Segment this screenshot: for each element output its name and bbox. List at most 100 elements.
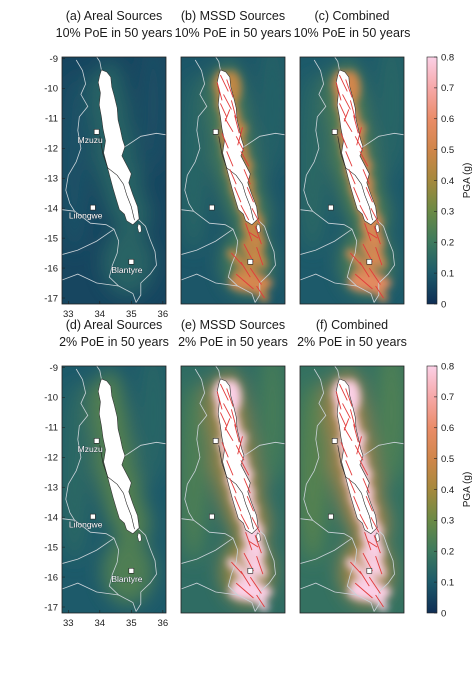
lat-tick-label: -17 bbox=[44, 602, 58, 613]
lake-malawi bbox=[97, 69, 140, 226]
lon-tick-label: 35 bbox=[126, 618, 137, 629]
country-border bbox=[181, 582, 238, 596]
fault-trace bbox=[226, 151, 234, 167]
colorbar-label: PGA (g) bbox=[462, 163, 473, 199]
fault-trace bbox=[342, 403, 351, 419]
panel-title: (d) Areal Sources bbox=[66, 318, 163, 332]
colorbar-tick-label: 0.3 bbox=[441, 207, 454, 218]
region-boundary bbox=[99, 136, 135, 221]
lake-malawi bbox=[216, 69, 259, 226]
city-marker-lilongwe bbox=[90, 204, 96, 211]
fault-trace bbox=[364, 532, 372, 551]
fault-trace bbox=[245, 223, 253, 242]
lon-tick-label: 36 bbox=[158, 309, 169, 320]
fault-trace bbox=[367, 540, 378, 548]
colorbar-tick-label: 0.8 bbox=[441, 52, 454, 63]
country-border bbox=[181, 228, 234, 255]
fault-trace bbox=[235, 273, 254, 290]
lat-tick-label: -11 bbox=[45, 114, 58, 125]
country-border bbox=[124, 132, 166, 148]
lon-tick-label: 34 bbox=[95, 618, 106, 629]
lake-malombe bbox=[375, 223, 380, 234]
lat-tick-label: -13 bbox=[44, 174, 58, 185]
fault-trace bbox=[373, 226, 381, 245]
city-marker-mzuzu bbox=[93, 129, 100, 135]
fault-trace bbox=[338, 74, 348, 92]
map-panel-1-2: (f) Combined 2% PoE in 50 years bbox=[297, 318, 407, 614]
city-marker-blantyre bbox=[247, 567, 254, 574]
country-border bbox=[181, 209, 194, 212]
country-border bbox=[300, 537, 353, 564]
fault-trace bbox=[254, 535, 262, 554]
fault-trace bbox=[365, 187, 373, 203]
fault-trace bbox=[375, 246, 383, 266]
fault-trace bbox=[353, 496, 361, 512]
fault-trace bbox=[235, 582, 254, 599]
fault-trace bbox=[230, 100, 237, 119]
country-border bbox=[62, 537, 115, 564]
fault-trace bbox=[375, 285, 384, 299]
fault-trace bbox=[221, 442, 229, 458]
lon-tick-label: 33 bbox=[63, 309, 74, 320]
fault-trace bbox=[343, 118, 353, 133]
city-label-blantyre: Blantyre bbox=[111, 574, 142, 584]
colorbar-tick-label: 0.3 bbox=[441, 516, 454, 527]
fault-trace bbox=[234, 187, 242, 203]
country-border bbox=[303, 368, 375, 612]
fault-trace bbox=[224, 118, 234, 133]
lon-tick-label: 34 bbox=[95, 309, 106, 320]
country-border bbox=[362, 132, 404, 148]
fault-trace bbox=[349, 100, 356, 119]
colorbar-tick-label: 0.8 bbox=[441, 361, 454, 372]
country-border bbox=[300, 518, 313, 521]
city-marker-lilongwe bbox=[328, 513, 334, 520]
country-border bbox=[96, 366, 102, 379]
country-border bbox=[215, 57, 221, 70]
lon-tick-label: 36 bbox=[158, 618, 169, 629]
region-boundary bbox=[218, 445, 254, 530]
fault-trace bbox=[343, 109, 350, 122]
fault-trace bbox=[224, 418, 231, 431]
country-border bbox=[62, 273, 119, 287]
country-border bbox=[243, 441, 285, 457]
panel-frame bbox=[299, 56, 405, 305]
panel-title: (a) Areal Sources bbox=[66, 9, 163, 23]
country-border bbox=[62, 518, 75, 521]
fault-trace bbox=[251, 516, 261, 533]
city-label-mzuzu: Mzuzu bbox=[78, 135, 103, 145]
fault-trace bbox=[356, 127, 362, 146]
city-label-blantyre: Blantyre bbox=[111, 265, 142, 275]
region-boundary bbox=[337, 445, 373, 530]
fault-trace bbox=[359, 460, 369, 476]
fault-trace bbox=[219, 412, 228, 427]
country-border bbox=[303, 59, 375, 303]
lake-malombe bbox=[256, 532, 261, 543]
colorbar-tick-label: 0.4 bbox=[441, 485, 454, 496]
fault-trace bbox=[350, 252, 362, 266]
panel-subtitle: 2% PoE in 50 years bbox=[297, 335, 407, 349]
lat-tick-label: -10 bbox=[44, 393, 58, 404]
fault-trace bbox=[240, 204, 250, 221]
lat-tick-label: -15 bbox=[44, 542, 58, 553]
fault-trace bbox=[256, 594, 265, 608]
fault-trace bbox=[375, 555, 383, 575]
fault-trace bbox=[254, 226, 262, 245]
city-marker-blantyre bbox=[247, 258, 254, 265]
fault-trace bbox=[349, 409, 356, 428]
region-boundary bbox=[337, 136, 373, 221]
lake-malawi bbox=[335, 69, 378, 226]
lat-tick-label: -11 bbox=[45, 423, 58, 434]
fault-trace bbox=[354, 445, 364, 461]
fault-trace bbox=[226, 460, 234, 476]
region-boundary bbox=[218, 136, 254, 221]
fault-trace bbox=[219, 103, 228, 118]
fault-trace bbox=[221, 133, 229, 149]
fault-trace bbox=[353, 115, 359, 134]
country-border bbox=[181, 518, 194, 521]
fault-trace bbox=[226, 79, 234, 98]
panel-frame bbox=[180, 56, 286, 305]
lat-tick-label: -14 bbox=[44, 203, 58, 214]
colorbar-tick-label: 0.2 bbox=[441, 547, 454, 558]
colorbar-tick-label: 0.1 bbox=[441, 577, 454, 588]
fault-trace bbox=[348, 478, 356, 494]
